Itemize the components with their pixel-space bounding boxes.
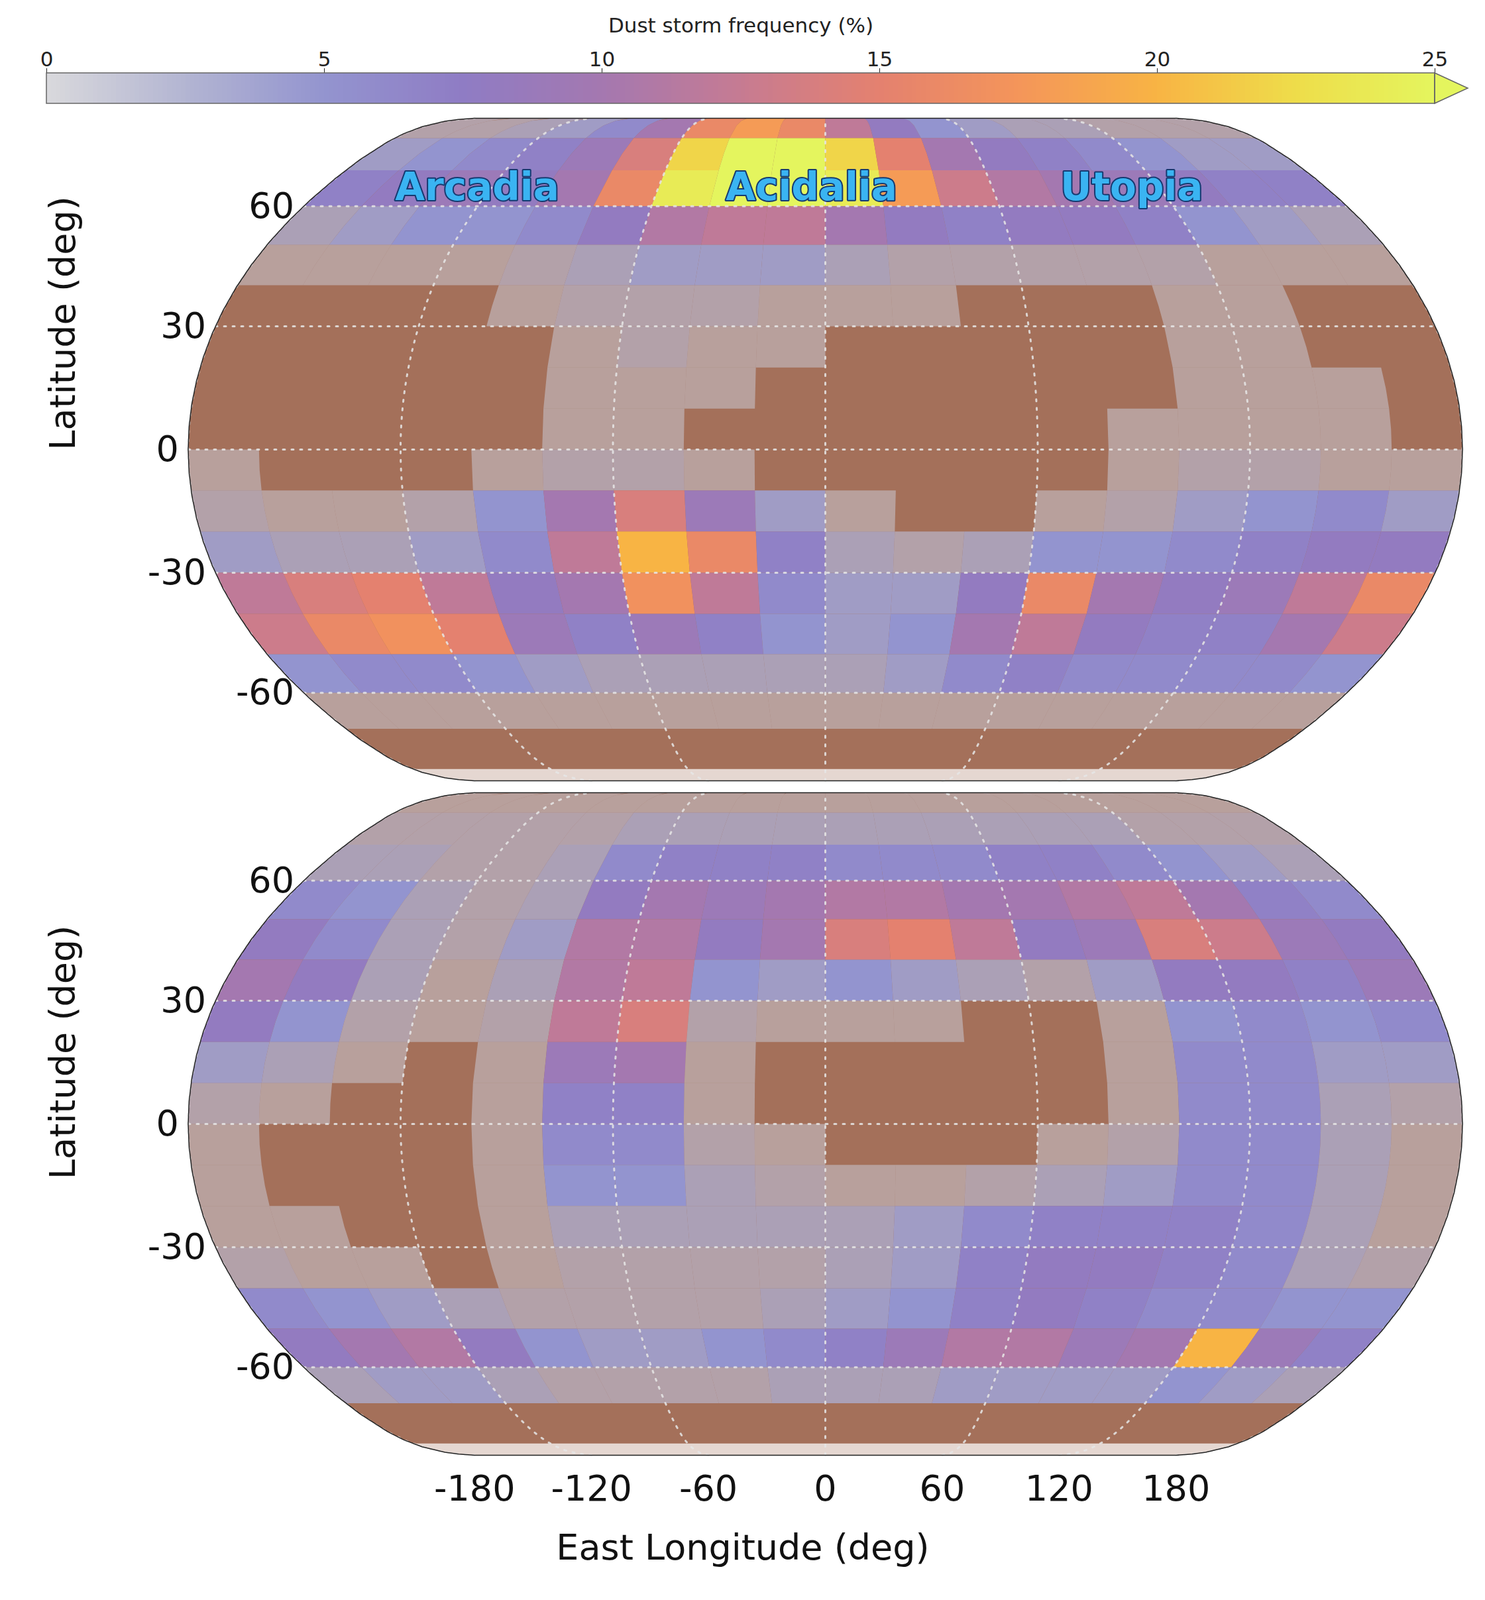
svg-text:10: 10 (589, 47, 615, 71)
svg-text:-30: -30 (147, 551, 207, 594)
svg-text:30: 30 (160, 304, 207, 347)
svg-text:Arcadia: Arcadia (394, 164, 560, 210)
svg-text:5: 5 (318, 47, 332, 71)
svg-text:30: 30 (160, 979, 207, 1022)
svg-text:Latitude (deg): Latitude (deg) (41, 196, 84, 450)
svg-text:60: 60 (248, 184, 295, 227)
svg-text:Utopia: Utopia (1060, 164, 1203, 210)
svg-text:0: 0 (156, 428, 179, 470)
svg-text:-120: -120 (550, 1467, 633, 1510)
svg-text:0: 0 (40, 47, 54, 71)
svg-text:120: 120 (1025, 1467, 1094, 1510)
svg-text:Latitude (deg): Latitude (deg) (41, 925, 84, 1180)
svg-text:East Longitude (deg): East Longitude (deg) (555, 1526, 930, 1569)
svg-text:0: 0 (813, 1467, 837, 1510)
svg-text:Acidalia: Acidalia (725, 164, 898, 210)
svg-text:-60: -60 (235, 1345, 295, 1388)
svg-text:180: 180 (1141, 1467, 1210, 1510)
svg-text:15: 15 (866, 47, 893, 71)
svg-text:20: 20 (1144, 47, 1171, 71)
svg-text:25: 25 (1422, 47, 1448, 71)
svg-text:0: 0 (156, 1102, 179, 1145)
svg-text:-60: -60 (679, 1467, 738, 1510)
svg-text:60: 60 (248, 859, 295, 902)
svg-text:Dust storm frequency (%): Dust storm frequency (%) (608, 13, 874, 38)
svg-text:-180: -180 (434, 1467, 516, 1510)
svg-text:-60: -60 (235, 671, 295, 714)
svg-text:60: 60 (919, 1467, 966, 1510)
svg-text:-30: -30 (147, 1225, 207, 1268)
